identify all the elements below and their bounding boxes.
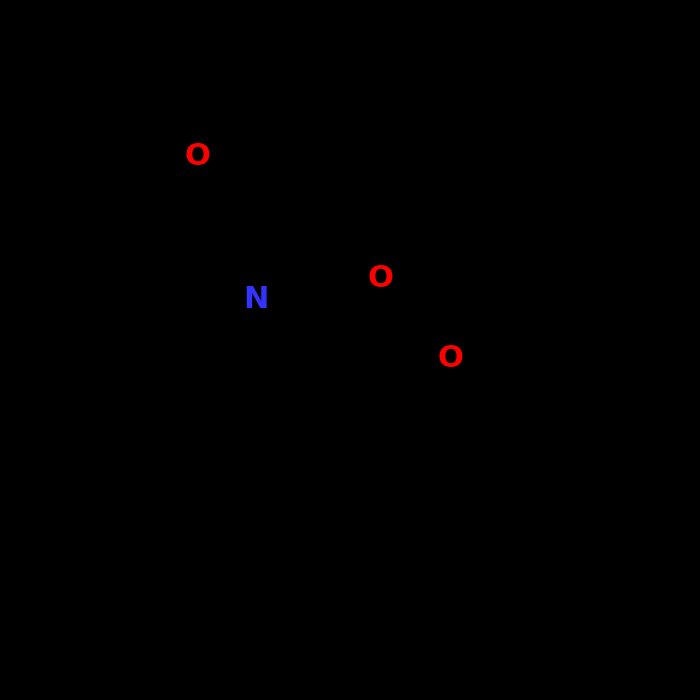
Text: O: O <box>184 142 210 172</box>
Text: O: O <box>438 344 463 373</box>
Text: N: N <box>244 285 269 314</box>
Text: O: O <box>368 263 393 293</box>
